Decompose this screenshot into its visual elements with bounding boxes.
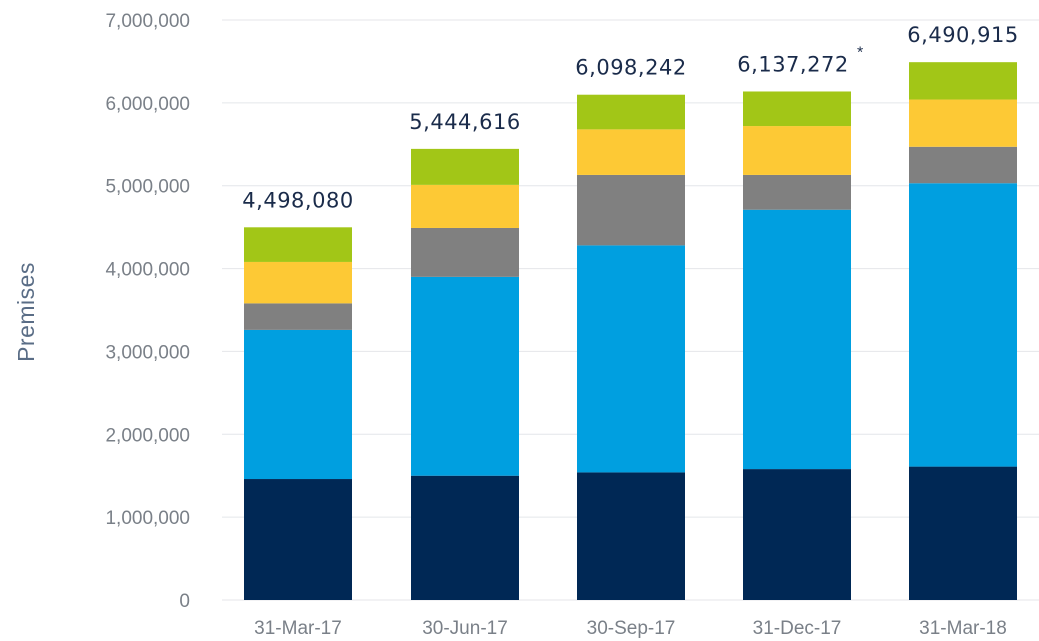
- bar-segment: [244, 261, 352, 304]
- bar-segment: [909, 466, 1017, 600]
- bar-segment: [909, 62, 1017, 100]
- bar-segment: [411, 227, 519, 277]
- x-axis-ticks: 31-Mar-17 30-Jun-17 30-Sep-17 31-Dec-17 31-M…: [254, 618, 1007, 639]
- y-tick-label: 4,000,000: [105, 260, 190, 281]
- y-tick-label: 1,000,000: [105, 508, 190, 529]
- y-tick-label: 7,000,000: [105, 11, 190, 32]
- bar-segment: [743, 209, 851, 470]
- bar-segment: [577, 94, 685, 130]
- bar-segment: [577, 174, 685, 246]
- y-tick-label: 3,000,000: [105, 342, 190, 363]
- x-tick-label: 31-Mar-18: [919, 618, 1007, 639]
- x-tick-label: 30-Jun-17: [422, 618, 508, 639]
- bar-segment: [577, 472, 685, 600]
- bar-segment: [411, 475, 519, 600]
- bar-segment: [743, 469, 851, 600]
- bar-segment: [411, 148, 519, 185]
- bar-segment: [411, 276, 519, 476]
- bar-segment: [909, 99, 1017, 147]
- bar-segment: [909, 146, 1017, 184]
- bar-segment: [244, 227, 352, 262]
- y-axis-ticks: 0 1,000,000 2,000,000 3,000,000 4,000,000 5,0…: [105, 11, 190, 612]
- y-tick-label: 0: [179, 591, 190, 612]
- bar-total-label: 6,137,272: [737, 52, 848, 76]
- bar-segment: [743, 91, 851, 127]
- y-tick-label: 2,000,000: [105, 425, 190, 446]
- bar-segment: [577, 129, 685, 175]
- x-tick-label: 31-Dec-17: [753, 618, 842, 639]
- bar-segment: [743, 174, 851, 210]
- y-axis-label: Premises: [13, 262, 39, 362]
- x-tick-label: 31-Mar-17: [254, 618, 342, 639]
- bar-segment: [244, 303, 352, 330]
- bar-segment: [909, 183, 1017, 467]
- x-tick-label: 30-Sep-17: [587, 618, 676, 639]
- bar-segment: [743, 126, 851, 175]
- bar-totals: 4,498,080 5,444,616 6,098,242 6,137,272 * 6,4…: [242, 23, 1018, 212]
- bar-segment: [244, 329, 352, 480]
- bars: [244, 62, 1017, 600]
- bar-total-label: 4,498,080: [242, 188, 353, 212]
- bar-total-label: 5,444,616: [409, 110, 520, 134]
- y-tick-label: 6,000,000: [105, 94, 190, 115]
- bar-segment: [411, 184, 519, 228]
- bar-segment: [244, 479, 352, 600]
- bar-total-label: 6,490,915: [907, 23, 1018, 47]
- bar-segment: [577, 245, 685, 473]
- bar-total-label: 6,098,242: [575, 56, 686, 80]
- footnote-marker: *: [857, 44, 863, 61]
- y-tick-label: 5,000,000: [105, 177, 190, 198]
